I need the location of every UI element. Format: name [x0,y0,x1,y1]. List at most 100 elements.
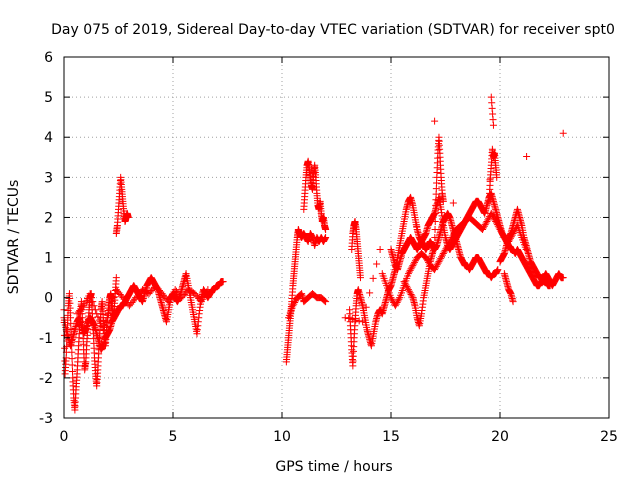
data-point [559,274,567,282]
data-point [487,209,495,217]
data-series [60,93,567,414]
data-point [422,254,430,262]
data-point [387,294,395,302]
data-point [68,355,76,363]
data-point [448,234,456,241]
data-point [493,219,501,227]
chart-title: Day 075 of 2019, Sidereal Day-to-day VTE… [51,22,615,38]
data-point [204,286,212,294]
data-point [480,222,488,230]
x-tick-label: 25 [600,429,618,445]
data-point [443,243,451,251]
x-tick-label: 5 [169,429,178,445]
data-point [99,326,107,334]
data-point [439,197,447,205]
data-point [78,303,86,311]
y-tick-label: 6 [44,50,53,66]
data-point [407,265,415,273]
data-point [434,259,442,267]
data-point [451,229,459,237]
data-point [431,264,439,272]
data-point [394,297,402,305]
data-point [403,282,411,290]
data-point [413,222,421,230]
y-tick-label: 4 [44,130,53,146]
y-tick-label: 3 [44,170,53,186]
data-point [498,229,506,237]
data-point [449,232,457,240]
data-point [411,257,419,265]
data-point [491,216,499,224]
data-point [321,297,329,305]
data-point [388,295,396,303]
data-point [437,254,445,262]
data-point [441,246,449,254]
data-point [219,278,227,286]
data-point [559,129,567,137]
data-point [410,260,418,268]
data-point [442,245,450,253]
data-point [499,230,507,238]
data-point [87,294,95,302]
data-point [68,361,76,369]
data-point [439,250,447,258]
data-point [432,262,440,270]
data-point [405,287,413,295]
data-point [290,300,298,308]
data-point [445,238,453,246]
data-point [408,263,416,271]
data-point [449,199,457,207]
data-point [86,290,94,298]
data-point [497,227,505,235]
data-point [431,225,439,233]
data-point [431,209,439,217]
data-point [405,268,413,276]
data-point [366,289,374,297]
y-tick-label: 1 [44,251,53,267]
data-point [438,251,446,259]
data-point [431,242,439,250]
x-tick-label: 15 [382,429,400,445]
y-tick-label: -3 [39,411,53,427]
data-point [409,262,417,270]
data-point [440,248,448,256]
data-point [446,237,454,245]
y-tick-label: 2 [44,210,53,226]
data-point [438,253,446,261]
data-point [407,290,415,298]
data-point [483,217,491,225]
y-tick-label: 5 [44,90,53,106]
data-point [450,230,458,238]
data-point [481,221,489,229]
data-point [494,266,502,274]
data-point [68,348,76,356]
data-point [401,279,409,287]
data-point [97,319,105,327]
data-point [406,289,414,297]
data-point [90,302,98,310]
data-point [373,260,381,268]
data-point [95,316,103,324]
data-point [546,282,554,290]
data-point [404,270,412,278]
data-point [103,314,111,322]
data-point [509,298,517,306]
plot-frame [63,56,610,419]
data-point [444,242,452,250]
data-point [376,246,384,254]
data-point [341,314,349,322]
data-point [400,278,408,286]
data-point [93,310,101,318]
data-point [489,121,497,129]
data-point [352,316,360,324]
data-point [322,225,330,233]
x-axis-label: GPS time / hours [275,459,392,475]
data-point [291,298,299,306]
data-point [69,367,77,375]
data-point [488,211,496,219]
data-point [322,234,330,241]
data-point [493,221,501,229]
data-point [89,298,97,306]
data-point [112,274,120,282]
